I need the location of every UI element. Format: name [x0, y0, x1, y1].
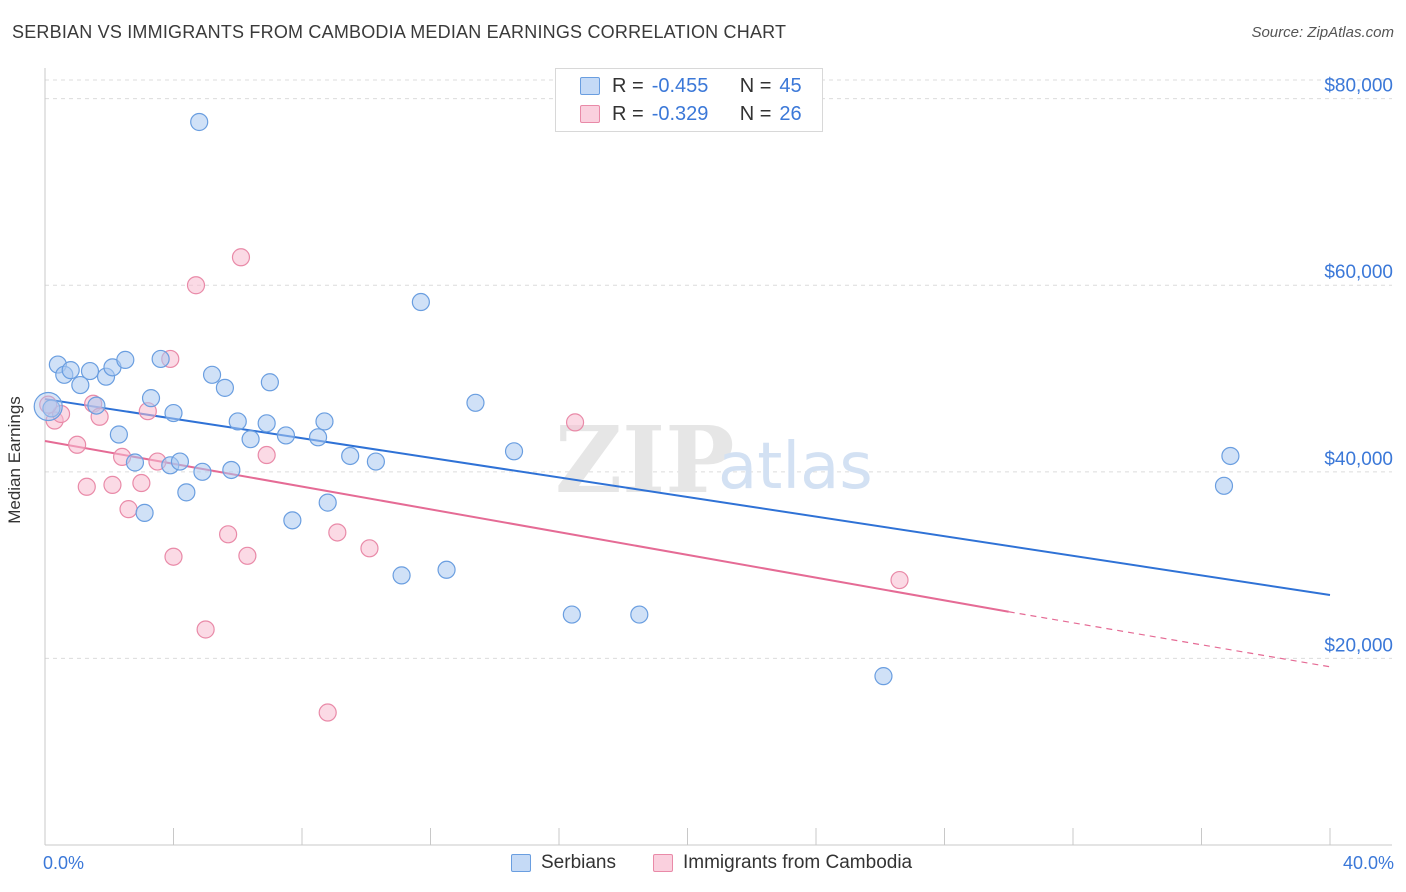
grid-lines — [45, 79, 1392, 659]
point-cambodia — [164, 547, 183, 566]
x-axis-max-label: 40.0% — [1342, 853, 1394, 873]
point-cambodia — [186, 276, 206, 295]
point-serbians — [215, 378, 234, 397]
axes — [44, 68, 1392, 846]
point-serbians — [193, 462, 212, 481]
point-cambodia — [231, 248, 251, 267]
point-serbians — [276, 426, 296, 445]
series-legend: Serbians Immigrants from Cambodia — [0, 852, 1406, 878]
point-serbians — [308, 428, 328, 447]
point-serbians — [630, 605, 649, 624]
point-cambodia — [257, 445, 276, 465]
point-serbians — [257, 414, 276, 433]
point-serbians — [170, 452, 190, 471]
point-serbians — [241, 430, 260, 449]
series-legend-serbians: Serbians — [511, 852, 616, 874]
point-serbians — [1221, 446, 1240, 466]
source-label: Source: ZipAtlas.com — [1251, 24, 1394, 41]
point-serbians — [61, 361, 80, 380]
legend-swatch-pink — [580, 105, 600, 123]
point-serbians — [283, 511, 302, 530]
legend-swatch-blue — [580, 77, 600, 95]
point-serbians — [260, 373, 279, 392]
y-tick-label: $20,000 — [1324, 635, 1393, 656]
legend-r-label: R = — [612, 102, 644, 125]
trend-line-serbians — [44, 398, 1331, 596]
y-tick-labels: $20,000 $40,000 $60,000 $80,000 — [1324, 76, 1393, 657]
y-tick-label: $60,000 — [1324, 262, 1393, 283]
point-serbians — [42, 399, 61, 418]
legend-row-serbians: R = -0.455 N = 45 — [580, 74, 802, 98]
legend-n-label: N = — [739, 102, 772, 125]
point-cambodia — [219, 525, 238, 544]
point-serbians — [392, 566, 411, 585]
watermark-zip: ZIP — [555, 406, 734, 514]
point-cambodia — [77, 477, 96, 496]
point-serbians — [141, 389, 161, 408]
legend-n-value: 26 — [779, 102, 802, 125]
x-axis-min-label: 0.0% — [43, 853, 85, 873]
point-cambodia — [360, 539, 379, 558]
watermark: ZIP atlas — [555, 406, 873, 514]
series-swatch-pink — [653, 854, 673, 872]
series-name-cambodia: Immigrants from Cambodia — [683, 852, 913, 873]
y-tick-label: $80,000 — [1324, 76, 1393, 97]
legend-r-value: -0.329 — [651, 102, 709, 125]
point-serbians — [109, 425, 128, 444]
legend-n-label: N = — [739, 74, 772, 97]
point-serbians — [466, 393, 485, 412]
point-serbians — [411, 292, 430, 312]
point-cambodia — [238, 546, 257, 565]
legend-row-cambodia: R = -0.329 N = 26 — [580, 102, 802, 126]
point-serbians — [318, 493, 337, 512]
point-serbians — [437, 560, 456, 579]
legend-n-value: 45 — [779, 74, 802, 97]
y-axis-label: Median Earnings — [5, 396, 24, 524]
legend-r-value: -0.455 — [651, 74, 709, 97]
point-serbians — [504, 442, 524, 461]
point-serbians — [366, 452, 385, 471]
point-cambodia — [103, 475, 122, 494]
point-serbians — [116, 350, 135, 369]
point-cambodia — [119, 500, 138, 519]
watermark-atlas: atlas — [718, 430, 873, 504]
point-serbians — [87, 396, 106, 415]
point-serbians — [151, 349, 170, 369]
correlation-legend: R = -0.455 N = 45 R = -0.329 N = 26 — [555, 68, 823, 132]
point-serbians — [874, 667, 893, 686]
point-serbians — [80, 361, 100, 381]
point-cambodia — [132, 473, 151, 493]
point-serbians — [135, 503, 154, 522]
y-tick-label: $40,000 — [1324, 449, 1393, 470]
point-serbians — [222, 460, 241, 480]
point-cambodia — [196, 620, 215, 639]
point-serbians — [562, 605, 581, 624]
point-serbians — [341, 446, 360, 466]
point-serbians — [228, 412, 247, 431]
legend-r-label: R = — [612, 74, 644, 97]
point-cambodia — [318, 703, 337, 722]
series-name-serbians: Serbians — [541, 852, 616, 873]
data-points — [33, 112, 1240, 722]
series-swatch-blue — [511, 854, 531, 872]
point-serbians — [315, 412, 334, 431]
point-serbians — [202, 365, 222, 384]
point-serbians — [1214, 476, 1234, 495]
point-serbians-large — [33, 391, 63, 422]
point-serbians — [177, 483, 196, 502]
point-serbians — [164, 403, 183, 423]
point-serbians — [125, 453, 145, 472]
point-serbians — [71, 375, 90, 395]
point-serbians — [190, 112, 209, 132]
chart-title: SERBIAN VS IMMIGRANTS FROM CAMBODIA MEDI… — [12, 22, 787, 42]
point-cambodia — [565, 413, 585, 432]
point-cambodia — [68, 435, 87, 454]
point-cambodia — [890, 570, 909, 590]
series-legend-cambodia: Immigrants from Cambodia — [653, 852, 912, 874]
point-cambodia — [328, 523, 347, 542]
